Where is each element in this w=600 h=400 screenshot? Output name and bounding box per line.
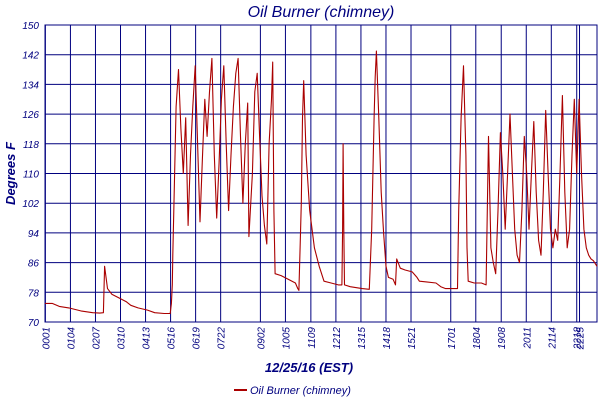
x-tick-label: 0619 <box>192 327 203 350</box>
x-ticks: 0001 0104 0207 0310 0413 0516 0619 0722 0902 1005… <box>41 327 586 351</box>
x-tick-label: 1701 <box>447 327 458 349</box>
x-tick-label: 0001 <box>41 327 52 349</box>
x-tick-label: 1804 <box>472 327 483 350</box>
y-tick-label: 70 <box>28 318 40 329</box>
x-axis-label: 12/25/16 (EST) <box>265 360 353 375</box>
x-tick-label: 0516 <box>167 327 178 350</box>
x-tick-label: 2225 <box>576 327 587 351</box>
x-tick-label: 1315 <box>357 327 368 350</box>
x-tick-label: 2114 <box>547 327 558 350</box>
y-tick-label: 118 <box>23 140 39 151</box>
plot-frame <box>44 24 598 323</box>
x-tick-label: 0207 <box>91 327 102 350</box>
legend: Oil Burner (chimney) <box>234 385 351 397</box>
y-tick-label: 102 <box>22 199 39 210</box>
y-tick-label: 94 <box>28 229 40 240</box>
chart-title: Oil Burner (chimney) <box>248 4 395 21</box>
data-layer <box>45 50 598 315</box>
grid <box>44 24 597 323</box>
legend-label: Oil Burner (chimney) <box>250 385 351 397</box>
x-tick-label: 0310 <box>117 327 128 350</box>
x-tick-label: 1418 <box>382 327 393 350</box>
series-line <box>45 50 598 315</box>
x-tick-label: 0902 <box>256 327 267 350</box>
y-tick-label: 134 <box>22 80 39 91</box>
x-tick-label: 2011 <box>522 327 533 350</box>
x-tick-label: 0722 <box>217 327 228 350</box>
y-tick-label: 126 <box>22 110 39 121</box>
y-tick-label: 110 <box>23 170 39 181</box>
y-tick-label: 150 <box>22 21 39 32</box>
x-tick-label: 1908 <box>497 327 508 350</box>
y-tick-label: 78 <box>28 288 40 299</box>
x-tick-label: 2218 <box>573 327 584 351</box>
x-tick-label: 1212 <box>332 327 343 350</box>
x-tick-label: 1109 <box>307 327 318 349</box>
y-tick-label: 142 <box>22 51 39 62</box>
y-axis-label: Degrees F <box>3 141 18 205</box>
y-tick-label: 86 <box>28 259 40 270</box>
x-tick-label: 1005 <box>281 327 292 350</box>
x-tick-label: 0413 <box>142 327 153 350</box>
x-tick-label: 0104 <box>66 327 77 350</box>
x-tick-label: 1521 <box>407 327 418 349</box>
y-ticks: 70 78 86 94 102 110 118 126 134 142 150 <box>22 21 39 329</box>
